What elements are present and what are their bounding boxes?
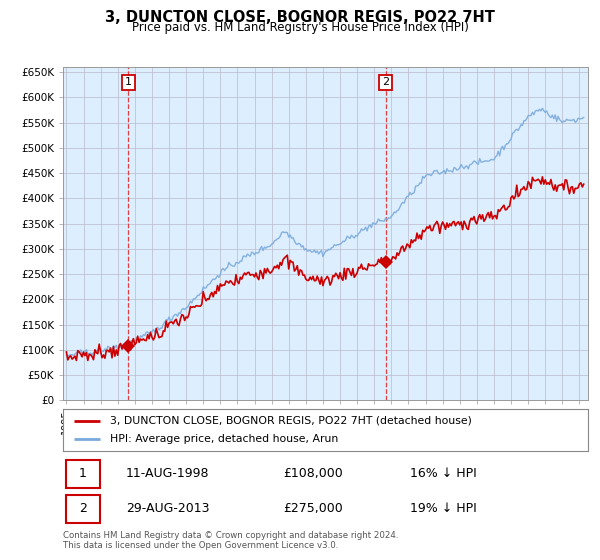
Text: 16% ↓ HPI: 16% ↓ HPI (409, 468, 476, 480)
FancyBboxPatch shape (65, 460, 100, 488)
Text: £108,000: £108,000 (284, 468, 343, 480)
Text: 2: 2 (79, 502, 86, 515)
Text: 29-AUG-2013: 29-AUG-2013 (126, 502, 209, 515)
Text: Price paid vs. HM Land Registry's House Price Index (HPI): Price paid vs. HM Land Registry's House … (131, 21, 469, 34)
Text: 3, DUNCTON CLOSE, BOGNOR REGIS, PO22 7HT (detached house): 3, DUNCTON CLOSE, BOGNOR REGIS, PO22 7HT… (110, 416, 472, 426)
Text: 1: 1 (125, 77, 132, 87)
Text: 19% ↓ HPI: 19% ↓ HPI (409, 502, 476, 515)
Text: 3, DUNCTON CLOSE, BOGNOR REGIS, PO22 7HT: 3, DUNCTON CLOSE, BOGNOR REGIS, PO22 7HT (105, 10, 495, 25)
Text: 2: 2 (382, 77, 389, 87)
Text: Contains HM Land Registry data © Crown copyright and database right 2024.
This d: Contains HM Land Registry data © Crown c… (63, 531, 398, 550)
Text: 11-AUG-1998: 11-AUG-1998 (126, 468, 209, 480)
Text: £275,000: £275,000 (284, 502, 343, 515)
Text: 1: 1 (79, 468, 86, 480)
FancyBboxPatch shape (65, 494, 100, 523)
Text: HPI: Average price, detached house, Arun: HPI: Average price, detached house, Arun (110, 434, 338, 444)
